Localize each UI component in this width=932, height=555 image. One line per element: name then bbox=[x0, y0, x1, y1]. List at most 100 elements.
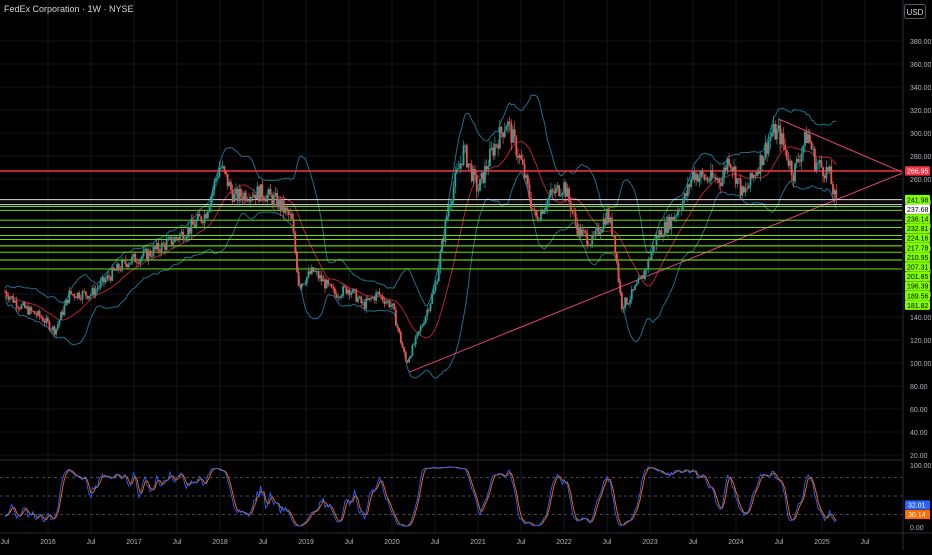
candle-body bbox=[657, 235, 660, 238]
candle-body bbox=[530, 198, 533, 209]
candle-body bbox=[13, 300, 16, 303]
candle-body bbox=[648, 258, 651, 260]
candle-body bbox=[126, 264, 128, 268]
price-tick-label: 260.00 bbox=[910, 177, 932, 184]
stoch-value-label: 32.01 bbox=[908, 503, 926, 510]
candle-body bbox=[357, 298, 359, 302]
candle-body bbox=[604, 218, 607, 225]
candle-body bbox=[98, 287, 100, 289]
candle-body bbox=[284, 207, 287, 213]
candle-body bbox=[261, 184, 264, 198]
candle-body bbox=[373, 297, 376, 301]
candle-body bbox=[122, 260, 125, 261]
candle-body bbox=[192, 219, 194, 225]
candle-body bbox=[726, 158, 729, 171]
candle-body bbox=[68, 290, 71, 304]
candle-body bbox=[622, 308, 625, 310]
candle-body bbox=[127, 264, 130, 268]
price-tick-label: 340.00 bbox=[910, 85, 932, 92]
candle-body bbox=[355, 289, 358, 302]
candle-body bbox=[594, 230, 597, 237]
candle-body bbox=[658, 230, 661, 238]
candle-body bbox=[333, 288, 336, 295]
candle-body bbox=[286, 207, 288, 211]
candle-body bbox=[670, 217, 673, 230]
candle-body bbox=[248, 200, 250, 202]
candle-body bbox=[150, 255, 153, 257]
candle-body bbox=[256, 186, 259, 200]
candle-body bbox=[652, 245, 655, 253]
candle-body bbox=[749, 172, 752, 186]
trendline-lower-extension bbox=[839, 172, 903, 200]
candle-body bbox=[515, 136, 518, 156]
candle-body bbox=[536, 216, 539, 221]
candle-body bbox=[230, 182, 232, 190]
candle-body bbox=[180, 231, 183, 235]
candle-body bbox=[388, 300, 391, 307]
candle-body bbox=[680, 209, 683, 211]
candle-body bbox=[423, 323, 425, 326]
candle-body bbox=[307, 271, 310, 277]
candle-body bbox=[436, 281, 439, 284]
price-tick-label: 280.00 bbox=[910, 154, 932, 161]
level-badge bbox=[905, 194, 930, 205]
candle-body bbox=[211, 190, 214, 197]
candle-body bbox=[259, 184, 262, 202]
candle-body bbox=[738, 178, 740, 180]
candle-body bbox=[546, 199, 549, 208]
candle-body bbox=[10, 296, 13, 298]
candle-body bbox=[33, 311, 36, 315]
candle-body bbox=[243, 192, 246, 201]
candle-body bbox=[160, 243, 163, 253]
candle-body bbox=[178, 234, 181, 240]
candle-body bbox=[695, 174, 697, 181]
candle-body bbox=[183, 239, 186, 241]
candle-body bbox=[446, 216, 448, 221]
candle-body bbox=[739, 178, 742, 196]
candle-body bbox=[17, 307, 20, 309]
candle-body bbox=[391, 303, 394, 305]
candle-body bbox=[686, 184, 689, 197]
candle-body bbox=[93, 288, 95, 296]
candle-body bbox=[329, 283, 331, 285]
candle-body bbox=[576, 222, 579, 235]
candle-body bbox=[820, 160, 823, 168]
candle-body bbox=[754, 175, 757, 176]
candle-body bbox=[375, 292, 377, 301]
candle-body bbox=[18, 308, 21, 310]
candle-body bbox=[799, 161, 801, 162]
candle-body bbox=[416, 333, 419, 337]
currency-button[interactable]: USD bbox=[904, 4, 926, 19]
candle-body bbox=[817, 162, 820, 164]
candle-body bbox=[177, 238, 180, 240]
candle-body bbox=[56, 324, 59, 329]
candle-body bbox=[264, 199, 267, 202]
candle-body bbox=[228, 182, 231, 187]
candle-body bbox=[785, 149, 788, 160]
candle-body bbox=[413, 344, 415, 346]
level-badge bbox=[905, 252, 930, 262]
candle-body bbox=[342, 286, 345, 296]
price-tick-label: 120.00 bbox=[910, 338, 932, 345]
candle-body bbox=[96, 288, 99, 290]
candle-body bbox=[574, 212, 577, 223]
candle-body bbox=[629, 299, 631, 304]
candle-body bbox=[23, 302, 26, 308]
candle-body bbox=[551, 189, 554, 192]
candle-body bbox=[358, 296, 361, 299]
candle-body bbox=[368, 297, 371, 301]
candle-body bbox=[698, 177, 701, 182]
candle-body bbox=[300, 283, 303, 288]
candle-body bbox=[706, 178, 709, 182]
candle-body bbox=[327, 279, 330, 284]
candle-body bbox=[76, 292, 79, 299]
candle-body bbox=[140, 256, 143, 259]
candle-body bbox=[571, 211, 574, 213]
candle-body bbox=[53, 326, 56, 335]
candle-body bbox=[94, 289, 97, 296]
candle-body bbox=[569, 201, 572, 212]
level-badge-label: 181.82 bbox=[907, 303, 929, 310]
candle-body bbox=[615, 253, 618, 263]
candle-body bbox=[386, 300, 389, 302]
